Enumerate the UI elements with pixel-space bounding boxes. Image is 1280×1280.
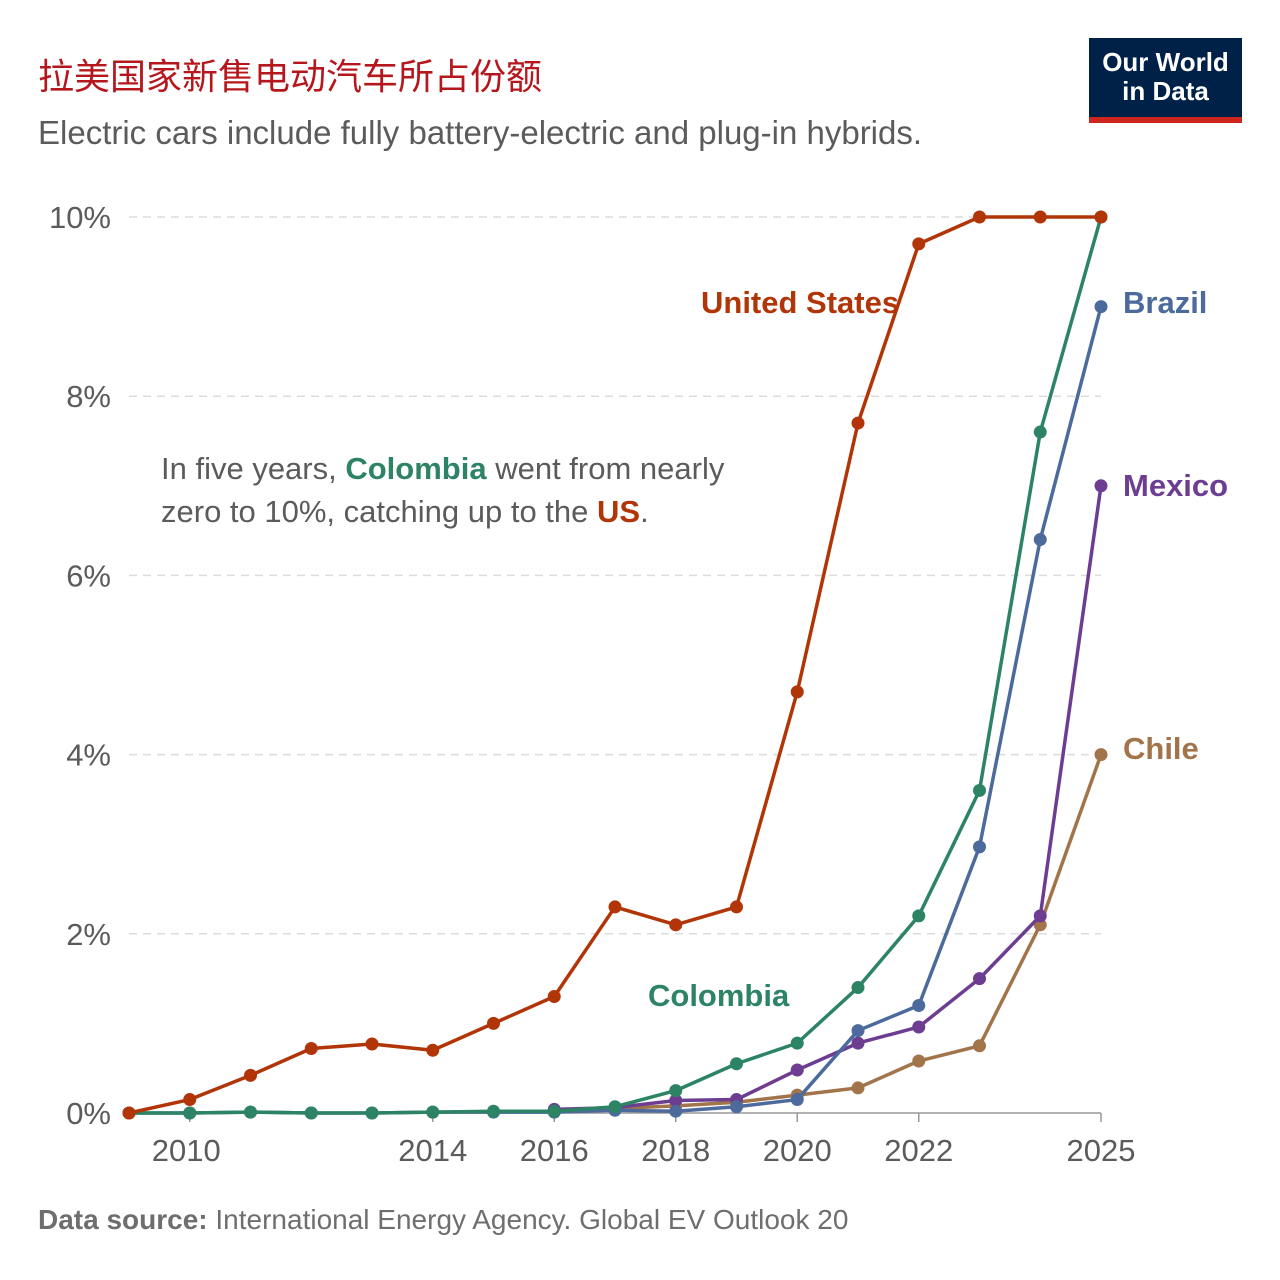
point-united-states-2010[interactable] (183, 1093, 197, 1107)
point-colombia-2019[interactable] (730, 1057, 743, 1071)
series-label-brazil: Brazil (1123, 285, 1207, 320)
line-mexico (554, 485, 1103, 1112)
point-united-states-2020[interactable] (790, 685, 804, 699)
x-tick-label-2010: 2010 (152, 1133, 221, 1168)
series-label-chile: Chile (1123, 731, 1199, 766)
point-colombia-2022[interactable] (912, 909, 926, 923)
point-mexico-2025[interactable] (1094, 479, 1108, 493)
owid-logo[interactable]: Our World in Data (1089, 38, 1242, 123)
point-chile-2023[interactable] (973, 1039, 986, 1053)
point-colombia-2018[interactable] (669, 1084, 683, 1098)
point-mexico-2024[interactable] (1033, 909, 1047, 923)
y-axis-ticks: 0% 2% 4% 6% 8% 10% (49, 200, 111, 1131)
point-united-states-2019[interactable] (730, 900, 743, 914)
point-united-states-2023[interactable] (973, 210, 986, 224)
series-label-mexico: Mexico (1123, 468, 1228, 503)
point-united-states-2024[interactable] (1033, 210, 1047, 224)
x-axis: 2010 2014 2016 2018 2020 2022 2025 (129, 1112, 1136, 1168)
line-brazil (129, 306, 1103, 1115)
chart-annotation: In five years, Colombia went from nearly… (161, 447, 724, 533)
logo-line-1: Our World (1102, 47, 1229, 77)
series-label-colombia: Colombia (648, 978, 790, 1013)
point-brazil-2023[interactable] (973, 840, 986, 854)
y-tick-label-8: 8% (66, 379, 111, 414)
x-tick-label-2018: 2018 (641, 1133, 710, 1168)
point-united-states-2012[interactable] (304, 1041, 318, 1055)
data-source-label: Data source: (38, 1204, 208, 1235)
x-tick-label-2016: 2016 (520, 1133, 589, 1168)
point-united-states-2011[interactable] (244, 1068, 257, 1082)
point-brazil-2021[interactable] (851, 1024, 865, 1038)
point-colombia-2017[interactable] (608, 1100, 622, 1114)
x-tick-label-2020: 2020 (763, 1133, 832, 1168)
logo-line-2: in Data (1122, 76, 1209, 106)
point-colombia-2013[interactable] (365, 1106, 379, 1120)
series-labels: Chile Mexico Brazil Colombia United States (648, 285, 1228, 1013)
point-united-states-2022[interactable] (912, 237, 926, 251)
point-mexico-2023[interactable] (973, 972, 986, 986)
line-united-states (128, 215, 1101, 1115)
point-mexico-2021[interactable] (851, 1036, 865, 1050)
point-chile-2025[interactable] (1094, 748, 1108, 762)
annotation-text-1: In five years, (161, 451, 346, 486)
point-brazil-2022[interactable] (912, 998, 926, 1012)
x-tick-label-2022: 2022 (884, 1133, 953, 1168)
point-united-states-2018[interactable] (669, 918, 683, 932)
series-mexico (547, 479, 1108, 1116)
annotation-text-3: zero to 10%, catching up to the (161, 494, 597, 529)
series-brazil (122, 300, 1108, 1120)
point-colombia-2023[interactable] (973, 783, 986, 797)
y-tick-label-10: 10% (49, 200, 111, 235)
series-label-united-states: United States (701, 285, 899, 320)
point-brazil-2024[interactable] (1033, 533, 1047, 547)
series-colombia (122, 210, 1108, 1120)
annotation-us: US (597, 494, 641, 529)
point-united-states-2016[interactable] (547, 990, 561, 1004)
point-colombia-2014[interactable] (426, 1105, 440, 1119)
point-chile-2021[interactable] (851, 1081, 865, 1095)
point-colombia-2021[interactable] (851, 981, 865, 995)
point-united-states-2025[interactable] (1094, 210, 1108, 224)
point-united-states-2013[interactable] (365, 1037, 379, 1051)
annotation-text-2: went from nearly (486, 451, 725, 486)
point-mexico-2020[interactable] (790, 1063, 804, 1077)
chart-subtitle: Electric cars include fully battery-elec… (38, 114, 923, 151)
point-colombia-2016[interactable] (547, 1104, 561, 1118)
point-brazil-2020[interactable] (790, 1093, 804, 1107)
point-colombia-2010[interactable] (183, 1106, 197, 1120)
point-brazil-2025[interactable] (1094, 300, 1108, 314)
point-united-states-2014[interactable] (426, 1043, 440, 1057)
annotation-colombia: Colombia (345, 451, 487, 486)
point-united-states-2015[interactable] (487, 1016, 500, 1030)
y-tick-label-4: 4% (66, 738, 111, 773)
y-tick-label-6: 6% (66, 558, 111, 593)
line-chile (554, 754, 1103, 1113)
gridlines (129, 216, 1101, 935)
point-brazil-2019[interactable] (730, 1100, 743, 1114)
annotation-text-4: . (640, 494, 649, 529)
data-source-text: International Energy Agency. Global EV O… (207, 1204, 849, 1235)
point-mexico-2022[interactable] (912, 1020, 926, 1034)
x-tick-label-2014: 2014 (398, 1133, 467, 1168)
point-united-states-2009[interactable] (122, 1106, 136, 1120)
point-colombia-2020[interactable] (790, 1036, 804, 1050)
point-colombia-2024[interactable] (1033, 425, 1047, 439)
y-tick-label-2: 2% (66, 917, 111, 952)
point-chile-2022[interactable] (912, 1054, 926, 1068)
point-colombia-2011[interactable] (244, 1105, 257, 1119)
point-mexico-2018[interactable] (669, 1093, 683, 1107)
series-united-states (122, 210, 1108, 1120)
point-united-states-2021[interactable] (851, 416, 865, 430)
y-tick-label-0: 0% (66, 1096, 111, 1131)
line-colombia (129, 216, 1103, 1115)
series-lines (122, 210, 1108, 1120)
point-colombia-2012[interactable] (304, 1106, 318, 1120)
point-colombia-2015[interactable] (487, 1104, 500, 1118)
point-united-states-2017[interactable] (608, 900, 622, 914)
x-tick-label-2025: 2025 (1067, 1133, 1136, 1168)
point-brazil-2018[interactable] (669, 1104, 683, 1118)
chart-title: 拉美国家新售电动汽车所占份额 (38, 57, 543, 98)
data-source: Data source: International Energy Agency… (38, 1204, 848, 1236)
